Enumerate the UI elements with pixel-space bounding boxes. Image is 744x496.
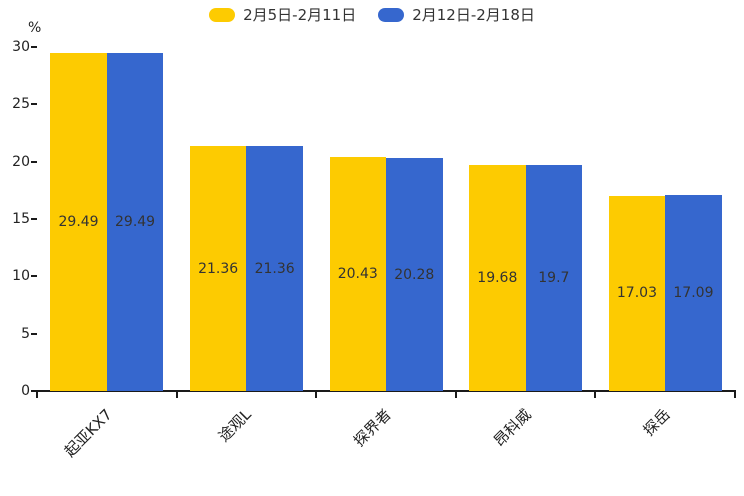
legend-label-week1: 2月5日-2月11日 (243, 6, 357, 24)
bar-series2-1: 21.36 (246, 146, 303, 391)
bar-value-label: 17.03 (616, 285, 657, 302)
y-tick-mark-15 (31, 218, 37, 220)
y-axis-unit-label: % (28, 20, 42, 36)
x-tick-mark-4 (594, 392, 597, 398)
bar-series1-1: 21.36 (189, 146, 247, 391)
bar-value-label: 19.68 (477, 270, 518, 287)
legend-swatch-week2-icon (378, 8, 405, 22)
bar-series1-2: 20.43 (329, 156, 386, 391)
bar-value-label: 21.36 (254, 260, 295, 277)
bar-value-label: 17.09 (673, 285, 714, 301)
legend-swatch-week1-icon (209, 8, 236, 22)
y-tick-mark-5 (31, 332, 37, 335)
bar-series1-4: 17.03 (608, 195, 666, 391)
bar-value-label: 19.7 (538, 270, 570, 287)
x-category-label-4: 探岳 (640, 401, 697, 439)
bar-series1-3: 19.68 (469, 165, 526, 391)
bar-series2-3: 19.7 (525, 165, 583, 391)
y-tick-label-30: 30 (12, 39, 30, 55)
x-category-label-3: 昂科威 (490, 401, 573, 450)
x-category-label-1: 途观L (215, 401, 286, 445)
y-tick-label-15: 15 (12, 211, 30, 227)
x-category-label-2: 探界者 (350, 401, 433, 450)
legend-label-week2: 2月12日-2月18日 (412, 6, 535, 24)
x-tick-mark-0 (36, 392, 38, 398)
x-category-label-0: 起亚KX7 (61, 401, 169, 460)
y-tick-label-20: 20 (12, 153, 30, 170)
legend-item-week1[interactable]: 2月5日-2月11日 (209, 6, 356, 24)
x-tick-mark-3 (454, 392, 457, 398)
y-tick-label-5: 5 (21, 325, 30, 342)
y-tick-mark-25 (31, 103, 37, 106)
bar-value-label: 20.28 (394, 266, 435, 283)
bar-series2-4: 17.09 (665, 195, 722, 391)
x-tick-mark-1 (175, 392, 178, 398)
y-tick-mark-10 (31, 275, 37, 278)
chart-legend: 2月5日-2月11日 2月12日-2月18日 (0, 6, 744, 24)
x-category-label-text: 探界者 (350, 405, 395, 451)
y-tick-mark-0 (31, 390, 37, 392)
bar-series2-0: 29.49 (106, 52, 164, 391)
x-axis-line (37, 390, 736, 392)
x-category-label-text: 起亚KX7 (60, 405, 116, 461)
y-tick-label-25: 25 (12, 96, 30, 113)
y-tick-label-10: 10 (12, 268, 30, 285)
x-tick-mark-2 (315, 392, 318, 398)
x-category-label-text: 途观L (215, 405, 256, 446)
y-tick-mark-30 (31, 46, 37, 48)
bar-value-label: 21.36 (198, 260, 239, 277)
bar-value-label: 29.49 (115, 213, 156, 230)
x-tick-mark-5 (734, 392, 736, 398)
bar-value-label: 20.43 (337, 265, 378, 282)
y-tick-label-0: 0 (21, 383, 30, 399)
bar-value-label: 29.49 (58, 213, 99, 230)
bar-series2-2: 20.28 (386, 158, 443, 391)
bar-series1-0: 29.49 (50, 52, 107, 391)
y-tick-mark-20 (31, 160, 37, 163)
x-category-label-text: 昂科威 (489, 405, 535, 451)
x-category-label-text: 探岳 (639, 405, 674, 440)
legend-item-week2[interactable]: 2月12日-2月18日 (378, 6, 535, 24)
